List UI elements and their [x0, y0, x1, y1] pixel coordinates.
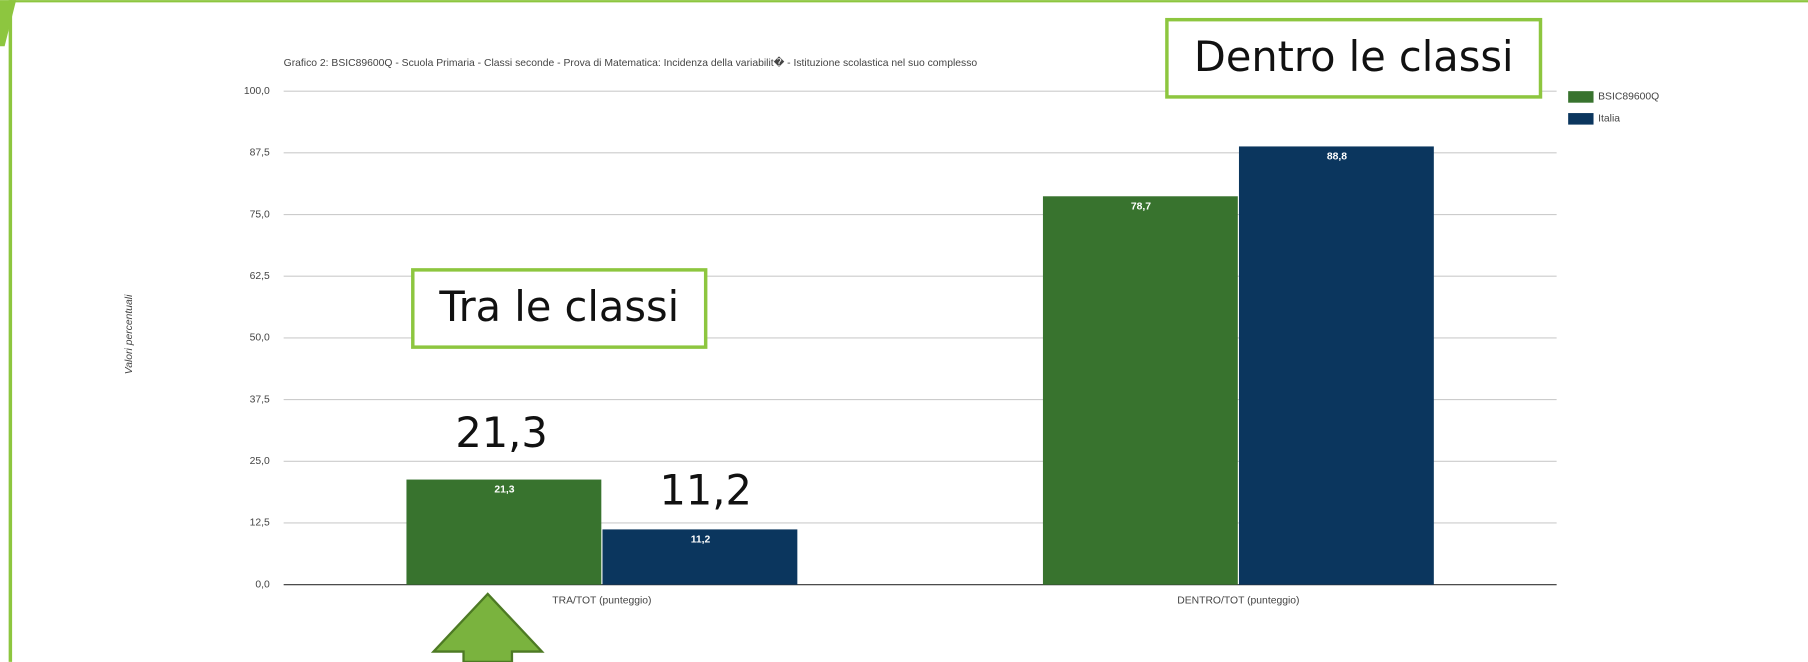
bar	[1238, 146, 1434, 585]
chart-title: Grafico 2: BSIC89600Q - Scuola Primaria …	[284, 56, 978, 69]
bar	[406, 479, 602, 585]
annotation: Dentro le classi	[1194, 32, 1514, 81]
y-axis-label: Valori percentuali	[124, 294, 135, 374]
y-tick-label: 37,5	[250, 394, 270, 405]
y-tick-label: 87,5	[250, 148, 270, 159]
annotation: 21,3	[455, 408, 547, 457]
y-tick-label: 75,0	[250, 209, 270, 220]
bar	[1042, 196, 1238, 585]
x-tick-label: TRA/TOT (punteggio)	[552, 596, 651, 607]
annotation-box	[1165, 17, 1543, 99]
value-label: 78,7	[1131, 201, 1151, 212]
x-tick-label: DENTRO/TOT (punteggio)	[1177, 596, 1299, 607]
y-tick-label: 12,5	[250, 518, 270, 529]
y-tick-label: 100,0	[244, 86, 270, 97]
value-label: 88,8	[1327, 152, 1347, 163]
arrow	[430, 592, 545, 662]
y-tick-label: 50,0	[250, 333, 270, 344]
slide-corner	[0, 0, 17, 47]
annotation: 11,2	[659, 466, 751, 515]
annotation: Tra le classi	[438, 282, 679, 331]
value-label: 21,3	[494, 485, 514, 496]
legend-label: BSIC89600Q	[1598, 92, 1659, 103]
legend-swatch	[1568, 91, 1594, 103]
bar	[602, 529, 798, 585]
value-label: 11,2	[691, 535, 711, 546]
y-tick-label: 62,5	[250, 271, 270, 282]
legend-label: Italia	[1598, 114, 1620, 125]
y-tick-label: 25,0	[250, 456, 270, 467]
annotation-box	[411, 268, 708, 349]
y-tick-label: 0,0	[255, 579, 270, 590]
legend-swatch	[1568, 113, 1594, 125]
